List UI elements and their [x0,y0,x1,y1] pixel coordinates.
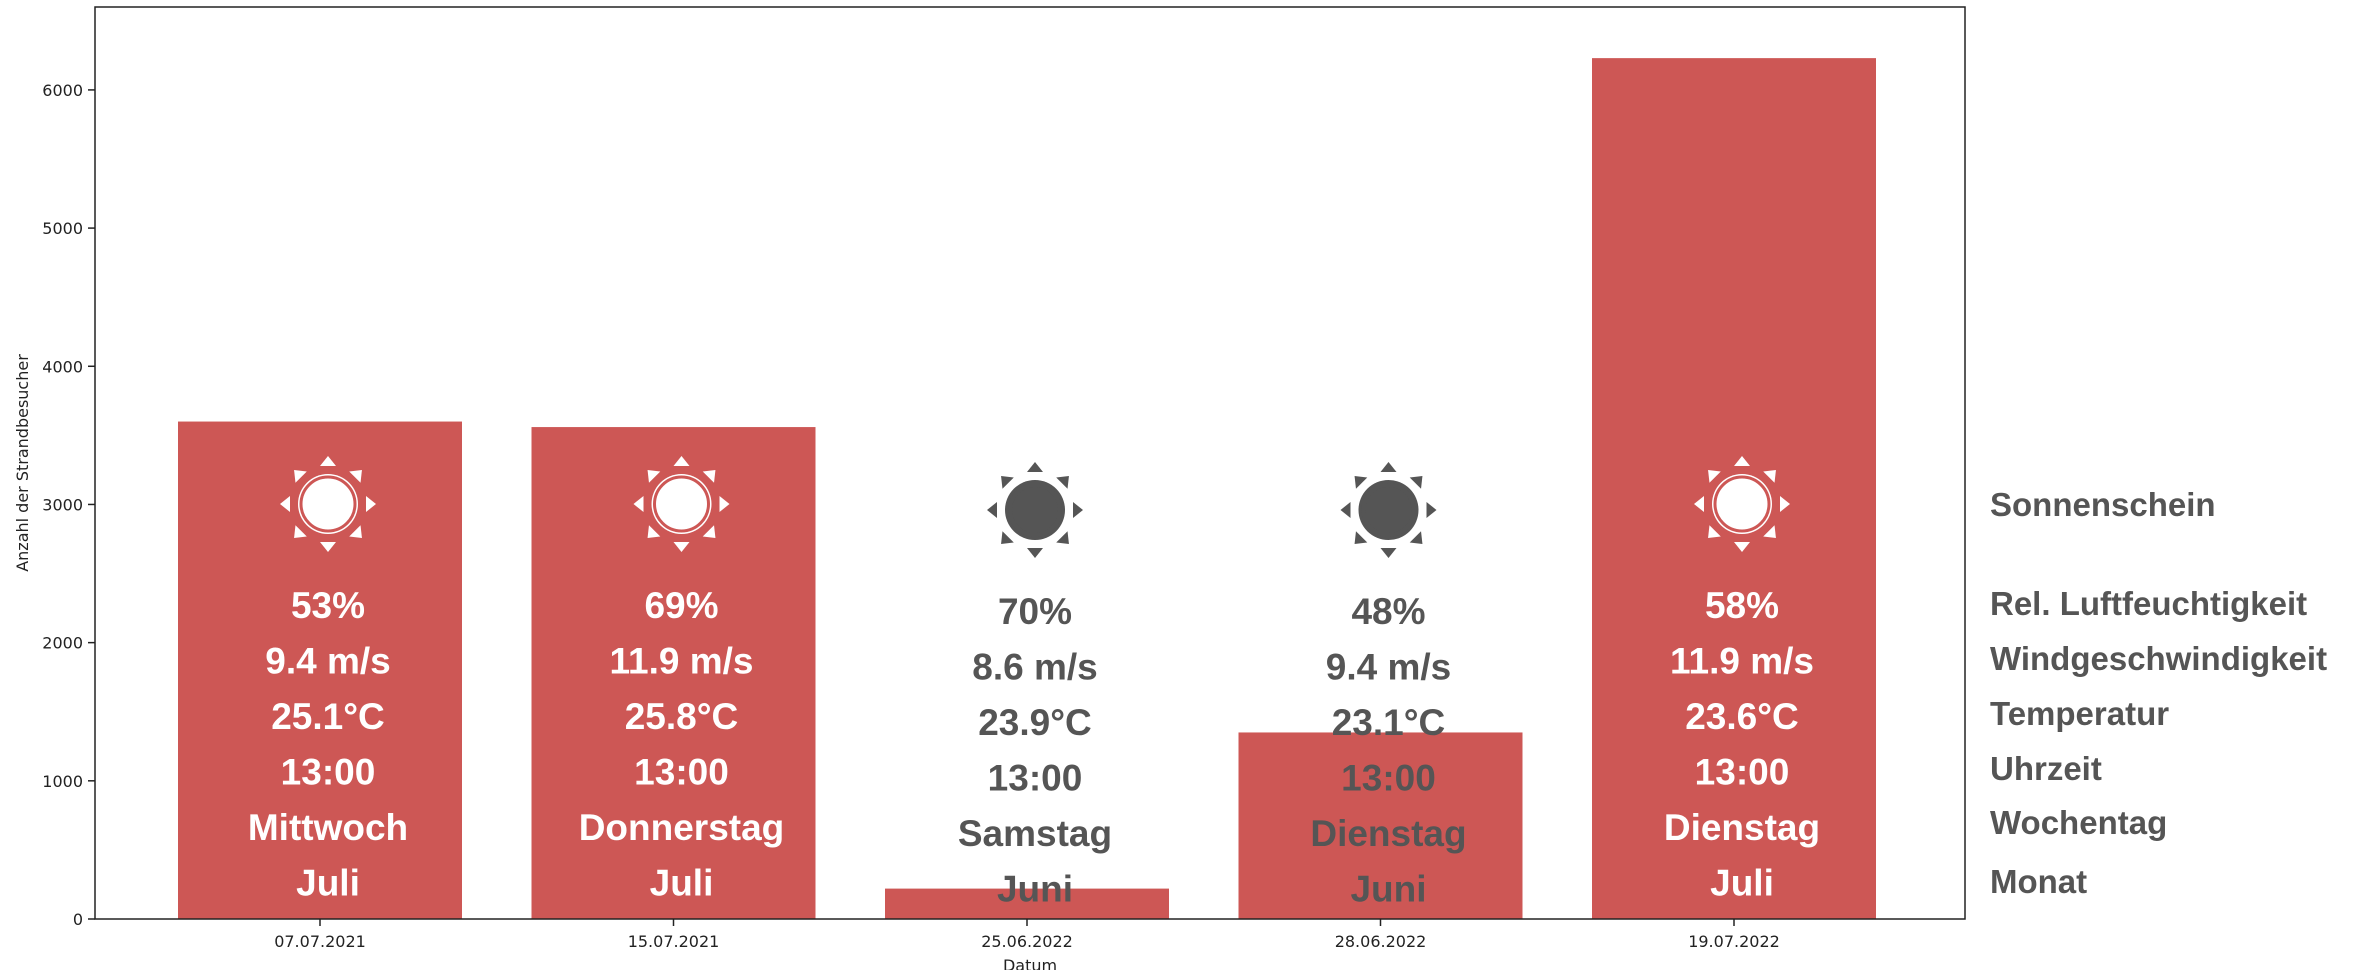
row-legend-label: Rel. Luftfeuchtigkeit [1990,585,2307,622]
y-axis-title: Anzahl der Strandbesucher [13,354,32,572]
annotation-time: 13:00 [1695,752,1790,793]
sun-icon [280,456,376,552]
y-axis: 0 1000 2000 3000 4000 5000 6000 [42,81,95,929]
x-axis: 07.07.2021 15.07.2021 25.06.2022 28.06.2022… [274,919,1780,951]
annotation-wind: 11.9 m/s [1670,641,1814,682]
annotation-humidity: 69% [644,585,718,626]
annotation-month: Juli [296,863,360,904]
annotation-temperature: 23.6°C [1685,696,1799,737]
row-legend-label: Windgeschwindigkeit [1990,640,2327,677]
x-tick-label: 25.06.2022 [981,932,1073,951]
x-axis-title: Datum [1003,956,1057,970]
bar-28.06.2022 [1238,732,1523,919]
row-legend-label: Uhrzeit [1990,750,2102,787]
sun-icon [633,456,730,552]
sun-outline-icon [1340,462,1437,558]
x-tick-label: 15.07.2021 [628,932,720,951]
annotation-humidity: 58% [1705,585,1779,626]
plot-area-frame [94,6,1966,920]
sun-outline-icon [987,462,1083,558]
annotation-weekday: Dienstag [1664,807,1820,848]
annotation-weekday: Dienstag [1310,813,1466,854]
y-tick-label: 5000 [42,219,83,238]
annotation-month: Juli [1710,863,1774,904]
y-tick-label: 6000 [42,81,83,100]
y-tick-label: 4000 [42,357,83,376]
annotation-weekday: Mittwoch [248,807,408,848]
sun-icon [1694,456,1790,552]
row-legend-label: Wochentag [1990,804,2167,841]
row-legend-label: Monat [1990,863,2087,900]
annotation-humidity: 48% [1351,591,1425,632]
annotation-humidity: 53% [291,585,365,626]
annotation-wind: 9.4 m/s [1326,647,1451,688]
row-legend-label: Temperatur [1990,695,2169,732]
y-tick-label: 1000 [42,772,83,791]
annotation-weekday: Donnerstag [579,807,785,848]
annotation-time: 13:00 [988,758,1083,799]
annotation-wind: 11.9 m/s [609,641,753,682]
x-tick-label: 28.06.2022 [1335,932,1427,951]
annotation-temperature: 25.8°C [625,696,739,737]
annotation-time: 13:00 [281,752,376,793]
annotation-humidity: 70% [998,591,1072,632]
y-tick-label: 3000 [42,495,83,514]
annotation-weekday: Samstag [958,813,1112,854]
annotation-month: Juni [1350,869,1426,910]
x-tick-label: 19.07.2022 [1688,932,1780,951]
annotation-time: 13:00 [1341,758,1436,799]
annotation-temperature: 23.9°C [978,702,1092,743]
x-tick-label: 07.07.2021 [274,932,366,951]
annotation-month: Juni [997,869,1073,910]
annotation-wind: 8.6 m/s [972,647,1097,688]
annotation-wind: 9.4 m/s [265,641,390,682]
annotation-temperature: 25.1°C [271,696,385,737]
annotation-month: Juli [650,863,714,904]
annotation-time: 13:00 [634,752,729,793]
y-tick-label: 2000 [42,634,83,653]
bar-25.06.2022 [885,888,1169,919]
row-legend-label: Sonnenschein [1990,486,2216,523]
bar-annotations: 53% 9.4 m/s 25.1°C 13:00 Mittwoch Juli 69% 11.9… [248,456,1820,910]
y-tick-label: 0 [73,910,83,929]
row-legend: Sonnenschein Rel. Luftfeuchtigkeit Windges… [1990,486,2327,900]
annotation-temperature: 23.1°C [1332,702,1446,743]
